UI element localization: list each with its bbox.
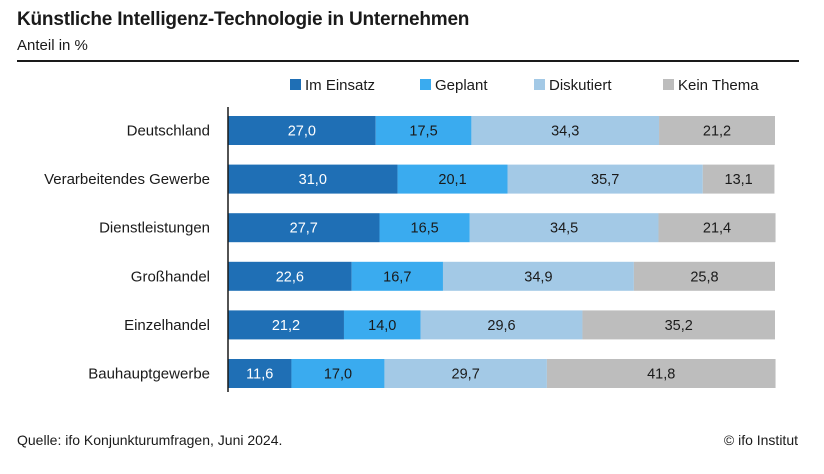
legend-label-geplant: Geplant bbox=[435, 77, 488, 94]
value-label-bauhauptgewerbe-im-einsatz: 11,6 bbox=[246, 367, 273, 383]
bar-verarbeitendes-gewerbe-diskutiert bbox=[507, 164, 703, 194]
bar-einzelhandel-im-einsatz bbox=[228, 310, 344, 340]
category-label-einzelhandel: Einzelhandel bbox=[124, 317, 210, 334]
bar-bauhauptgewerbe-im-einsatz bbox=[228, 359, 292, 388]
bar-dienstleistungen-diskutiert bbox=[469, 213, 659, 243]
value-label-grosshandel-diskutiert: 34,9 bbox=[524, 269, 552, 285]
legend-swatch-im-einsatz bbox=[290, 79, 301, 90]
legend-swatch-kein-thema bbox=[663, 79, 674, 90]
category-label-deutschland: Deutschland bbox=[127, 123, 210, 140]
chart-title: Künstliche Intelligenz-Technologie in Un… bbox=[17, 9, 470, 30]
value-label-bauhauptgewerbe-diskutiert: 29,7 bbox=[452, 367, 480, 383]
value-label-einzelhandel-geplant: 14,0 bbox=[368, 318, 396, 334]
value-label-verarbeitendes-gewerbe-kein-thema: 13,1 bbox=[725, 172, 753, 188]
value-label-deutschland-kein-thema: 21,2 bbox=[703, 124, 731, 140]
bar-grosshandel-kein-thema bbox=[633, 261, 775, 291]
chart-subtitle: Anteil in % bbox=[17, 37, 88, 54]
bar-verarbeitendes-gewerbe-im-einsatz bbox=[228, 164, 398, 194]
bar-grosshandel-im-einsatz bbox=[228, 261, 352, 291]
bar-dienstleistungen-kein-thema bbox=[658, 213, 776, 243]
value-label-grosshandel-im-einsatz: 22,6 bbox=[276, 269, 304, 285]
bar-verarbeitendes-gewerbe-kein-thema bbox=[702, 164, 775, 194]
category-label-bauhauptgewerbe: Bauhauptgewerbe bbox=[88, 366, 210, 383]
bar-bauhauptgewerbe-diskutiert bbox=[384, 359, 547, 388]
bar-deutschland-geplant bbox=[375, 116, 472, 145]
category-label-verarbeitendes-gewerbe: Verarbeitendes Gewerbe bbox=[44, 171, 210, 188]
bar-einzelhandel-diskutiert bbox=[420, 310, 583, 340]
bar-einzelhandel-geplant bbox=[343, 310, 421, 340]
legend-swatch-diskutiert bbox=[534, 79, 545, 90]
value-label-bauhauptgewerbe-geplant: 17,0 bbox=[324, 367, 352, 383]
bar-deutschland-im-einsatz bbox=[228, 116, 376, 145]
bar-grosshandel-diskutiert bbox=[442, 261, 634, 291]
bar-dienstleistungen-im-einsatz bbox=[228, 213, 380, 243]
value-label-grosshandel-kein-thema: 25,8 bbox=[690, 269, 718, 285]
category-label-dienstleistungen: Dienstleistungen bbox=[99, 220, 210, 237]
source-note: Quelle: ifo Konjunkturumfragen, Juni 202… bbox=[17, 432, 283, 448]
bar-verarbeitendes-gewerbe-geplant bbox=[397, 164, 508, 194]
value-label-dienstleistungen-im-einsatz: 27,7 bbox=[290, 221, 318, 237]
value-label-grosshandel-geplant: 16,7 bbox=[383, 269, 411, 285]
value-label-deutschland-im-einsatz: 27,0 bbox=[288, 124, 316, 140]
category-label-grosshandel: Großhandel bbox=[131, 268, 210, 285]
title-divider bbox=[17, 60, 799, 62]
bar-grosshandel-geplant bbox=[351, 261, 443, 291]
bar-bauhauptgewerbe-geplant bbox=[291, 359, 385, 388]
value-label-dienstleistungen-diskutiert: 34,5 bbox=[550, 221, 578, 237]
bar-bauhauptgewerbe-kein-thema bbox=[546, 359, 776, 388]
value-label-verarbeitendes-gewerbe-diskutiert: 35,7 bbox=[591, 172, 619, 188]
value-label-bauhauptgewerbe-kein-thema: 41,8 bbox=[647, 367, 675, 383]
bar-deutschland-kein-thema bbox=[659, 116, 775, 145]
copyright-credit: © ifo Institut bbox=[723, 432, 798, 448]
value-label-deutschland-geplant: 17,5 bbox=[409, 124, 437, 140]
value-label-verarbeitendes-gewerbe-im-einsatz: 31,0 bbox=[299, 172, 327, 188]
value-label-einzelhandel-kein-thema: 35,2 bbox=[665, 318, 693, 334]
value-label-verarbeitendes-gewerbe-geplant: 20,1 bbox=[438, 172, 466, 188]
legend-label-im-einsatz: Im Einsatz bbox=[305, 77, 375, 94]
legend-label-kein-thema: Kein Thema bbox=[678, 77, 759, 94]
value-label-einzelhandel-diskutiert: 29,6 bbox=[487, 318, 515, 334]
bar-einzelhandel-kein-thema bbox=[582, 310, 775, 340]
legend-swatch-geplant bbox=[420, 79, 431, 90]
value-label-einzelhandel-im-einsatz: 21,2 bbox=[272, 318, 300, 334]
bar-deutschland-diskutiert bbox=[471, 116, 660, 145]
value-label-dienstleistungen-geplant: 16,5 bbox=[411, 221, 439, 237]
legend-label-diskutiert: Diskutiert bbox=[549, 77, 612, 94]
value-label-dienstleistungen-kein-thema: 21,4 bbox=[703, 221, 731, 237]
value-label-deutschland-diskutiert: 34,3 bbox=[551, 124, 579, 140]
bar-dienstleistungen-geplant bbox=[379, 213, 470, 243]
